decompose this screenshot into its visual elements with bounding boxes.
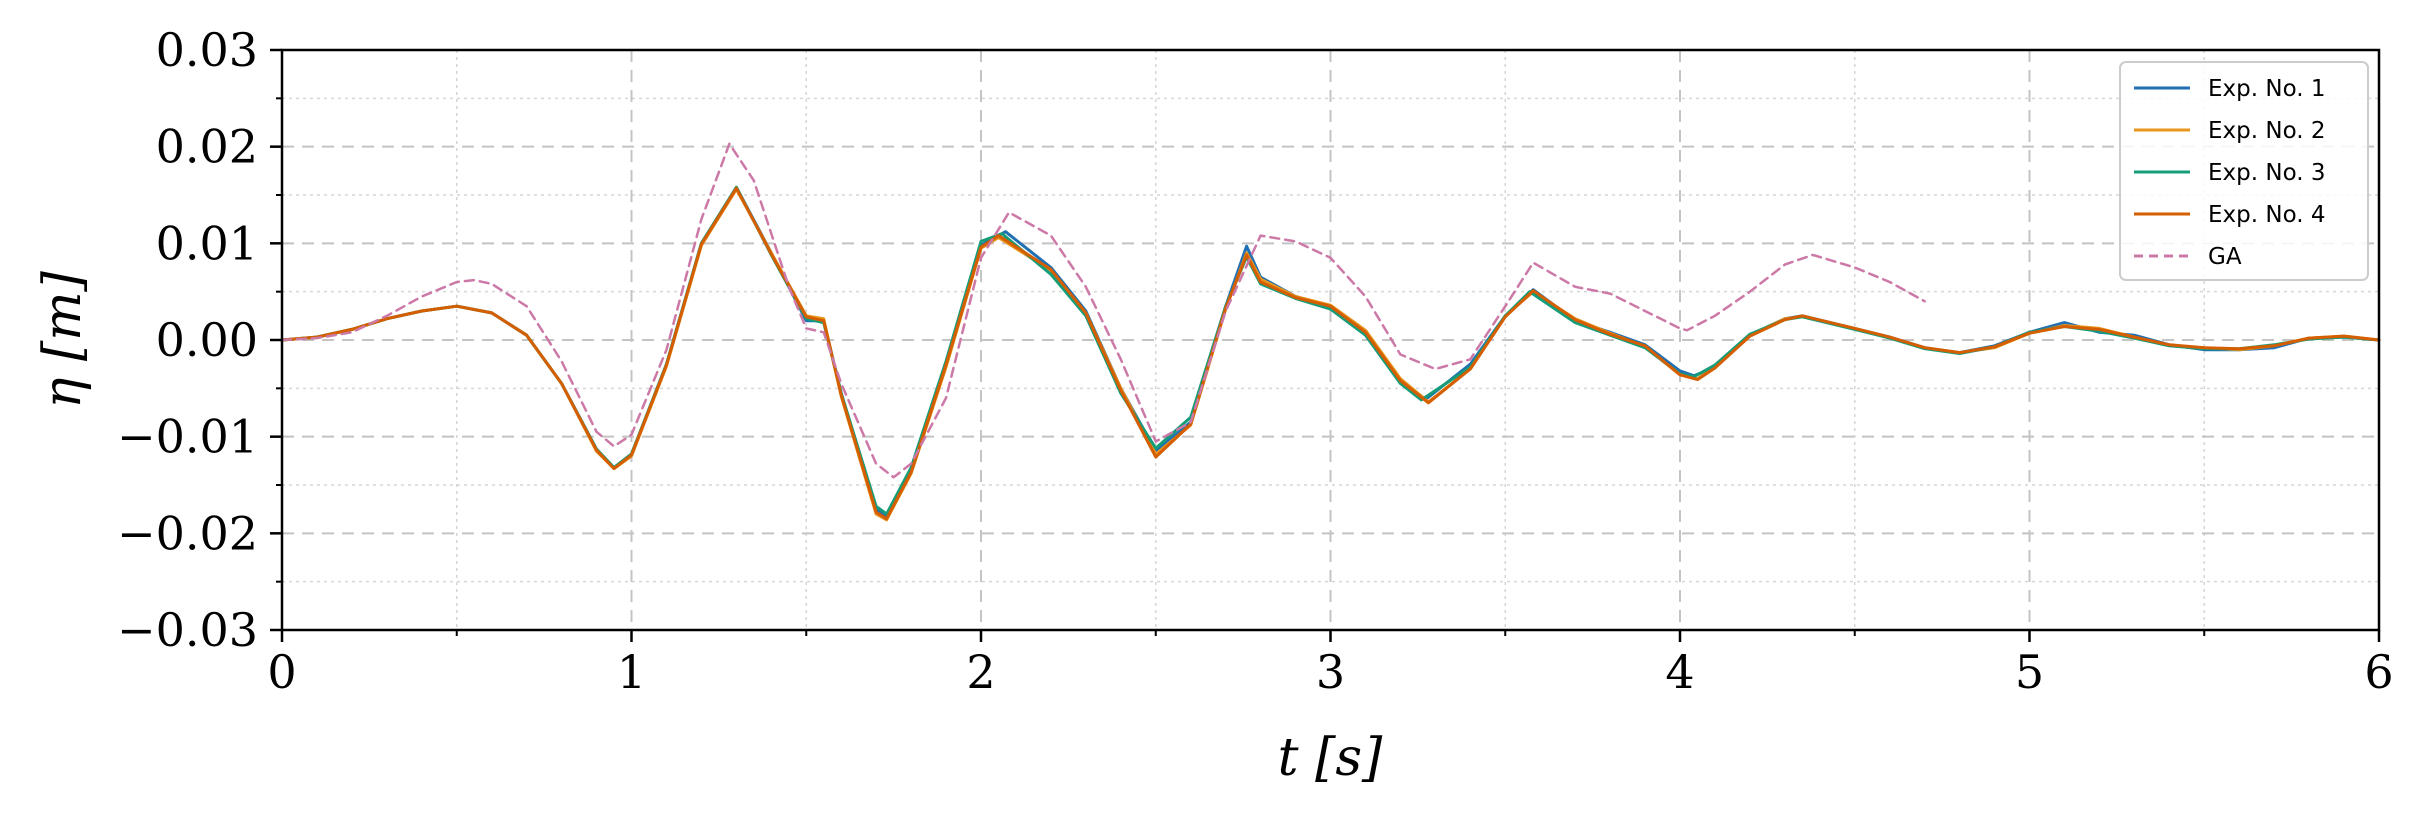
legend-items: Exp. No. 1 Exp. No. 2 Exp. No. 3 Exp. No. 4… [2134,76,2326,270]
x-tick-label: 2 [966,645,995,699]
y-tick-label: 0.01 [156,216,258,270]
x-tick-label: 3 [1316,645,1345,699]
x-tick-label: 0 [267,645,296,699]
legend-label-4: Exp. No. 4 [2208,202,2326,228]
axis-ticks: 0 1 2 3 4 5 6 −0.03 −0.02 −0.01 0.00 0.01 0.02 0.03 [117,23,2394,699]
y-tick-label: −0.02 [117,506,258,560]
y-tick-label: 0.00 [156,313,258,367]
legend: Exp. No. 1 Exp. No. 2 Exp. No. 3 Exp. No. 4… [2119,61,2369,281]
y-tick-label: 0.03 [156,23,258,77]
x-axis-label: t [s] [1278,728,1383,788]
legend-label-1: Exp. No. 1 [2208,76,2326,102]
x-tick-label: 6 [2364,645,2393,699]
x-tick-label: 5 [2015,645,2044,699]
y-tick-label: −0.03 [117,603,258,657]
x-tick-label: 1 [617,645,646,699]
y-axis-label: η [m] [33,271,93,409]
y-tick-label: 0.02 [156,120,258,174]
series-lines [280,142,2381,522]
x-tick-label: 4 [1665,645,1694,699]
legend-label-2: Exp. No. 2 [2208,118,2326,144]
y-tick-label: −0.01 [117,410,258,464]
series-line-5 [280,142,1926,479]
legend-label-3: Exp. No. 3 [2208,160,2326,186]
grid [281,49,2380,631]
legend-label-5: GA [2208,244,2242,270]
legend-box [2119,61,2369,281]
series-line-4 [280,186,2381,521]
